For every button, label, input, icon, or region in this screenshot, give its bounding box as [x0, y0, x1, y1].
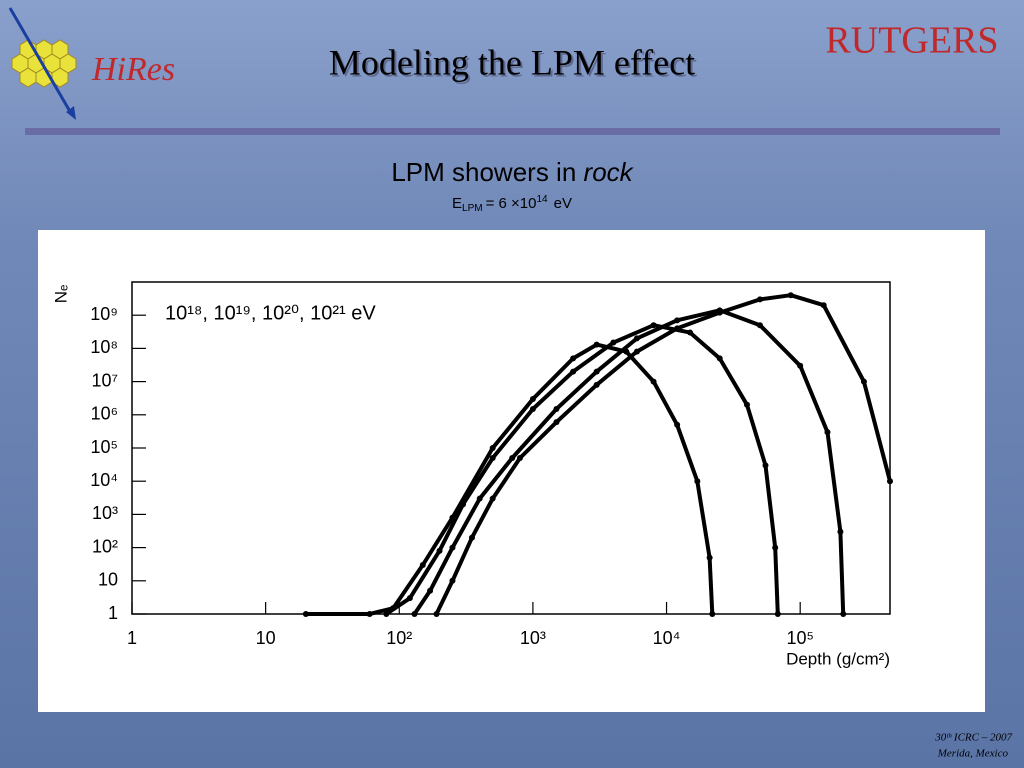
data-point — [406, 595, 413, 602]
footer-line: 30ᵗʰ ICRC – 2007 — [934, 732, 1012, 744]
data-point — [762, 462, 769, 469]
data-point — [716, 309, 723, 316]
rutgers-logo: RUTGERS — [825, 20, 998, 62]
data-point — [840, 611, 847, 617]
hires-logo — [11, 39, 77, 88]
data-point — [687, 329, 694, 336]
data-point — [860, 378, 867, 385]
data-point — [460, 501, 467, 508]
data-point — [436, 547, 443, 554]
data-point — [756, 322, 763, 329]
logo-text: HiRes — [91, 51, 175, 88]
data-point — [570, 368, 577, 375]
data-point — [593, 368, 600, 375]
y-tick-label: 10⁸ — [90, 337, 118, 357]
data-point — [476, 495, 483, 502]
y-axis-label: Nₑ — [51, 285, 70, 304]
data-point — [887, 478, 893, 485]
footer-line: Merida, Mexico — [937, 748, 1009, 760]
logo-arrow — [8, 7, 74, 116]
data-point — [674, 317, 681, 324]
data-point — [366, 611, 373, 617]
data-point — [411, 611, 418, 617]
header-rule — [25, 128, 1000, 135]
data-point — [570, 355, 577, 362]
x-tick-label: 10³ — [520, 628, 546, 648]
data-point — [509, 454, 516, 461]
data-point — [674, 325, 681, 332]
data-point — [837, 528, 844, 535]
data-point — [427, 587, 434, 594]
subtitle-exponent: 14 — [536, 194, 548, 205]
logo-arrow-head — [66, 106, 76, 120]
y-tick-label: 1 — [108, 603, 118, 623]
data-point — [529, 395, 536, 402]
y-tick-label: 10 — [98, 570, 118, 590]
data-point — [302, 611, 309, 617]
data-point — [633, 348, 640, 355]
data-point — [650, 378, 657, 385]
subtitle-symbol: E — [452, 195, 462, 212]
data-point — [633, 335, 640, 342]
x-axis-label: Depth (g/cm²) — [786, 649, 890, 668]
data-point — [449, 544, 456, 551]
data-point — [593, 341, 600, 348]
chart-subtitle: ELPM = 6 ×1014 eV — [452, 194, 572, 214]
data-point — [489, 454, 496, 461]
x-tick-label: 1 — [127, 628, 137, 648]
data-point — [449, 577, 456, 584]
data-point — [674, 421, 681, 428]
data-point — [433, 611, 440, 617]
y-tick-label: 10⁶ — [91, 404, 118, 424]
data-point — [820, 302, 827, 309]
x-tick-label: 10² — [386, 628, 412, 648]
subtitle-unit: eV — [554, 195, 572, 212]
y-tick-label: 10⁹ — [90, 304, 118, 324]
data-point — [593, 381, 600, 388]
data-point — [787, 292, 794, 299]
data-point — [468, 534, 475, 541]
data-point — [706, 554, 713, 561]
data-point — [650, 322, 657, 329]
data-point — [694, 478, 701, 485]
data-point — [553, 419, 560, 426]
data-point — [529, 405, 536, 412]
data-point — [756, 296, 763, 303]
subtitle-subscript: LPM — [462, 203, 483, 214]
data-point — [610, 339, 617, 346]
data-point — [419, 561, 426, 568]
title-shadow: Modeling the LPM effect — [331, 44, 697, 84]
slide-title: Modeling the LPM effect — [329, 42, 695, 82]
chart-title-emphasis: rock — [584, 157, 635, 187]
chart-title: LPM showers in rock — [391, 157, 634, 187]
data-point — [709, 611, 716, 617]
x-tick-label: 10⁴ — [653, 628, 681, 648]
x-tick-label: 10⁵ — [786, 628, 813, 648]
subtitle-text: = 6 ×10 — [486, 195, 537, 212]
data-point — [489, 445, 496, 451]
y-tick-label: 10⁷ — [91, 370, 118, 390]
data-point — [553, 405, 560, 412]
data-point — [824, 429, 831, 436]
data-point — [797, 362, 804, 369]
y-tick-label: 10³ — [92, 503, 118, 523]
chart-title-text: LPM showers in — [391, 157, 576, 187]
data-point — [383, 611, 390, 617]
x-tick-label: 10 — [256, 628, 276, 648]
data-point — [489, 495, 496, 502]
data-point — [744, 401, 751, 408]
y-tick-label: 10⁵ — [91, 437, 118, 457]
y-tick-label: 10⁴ — [90, 470, 118, 490]
y-tick-label: 10² — [92, 536, 118, 556]
data-point — [772, 544, 779, 551]
data-point — [716, 355, 723, 362]
data-point — [774, 611, 781, 617]
data-point — [516, 454, 523, 461]
annotation: 10¹⁸, 10¹⁹, 10²⁰, 10²¹ eV — [165, 302, 376, 324]
